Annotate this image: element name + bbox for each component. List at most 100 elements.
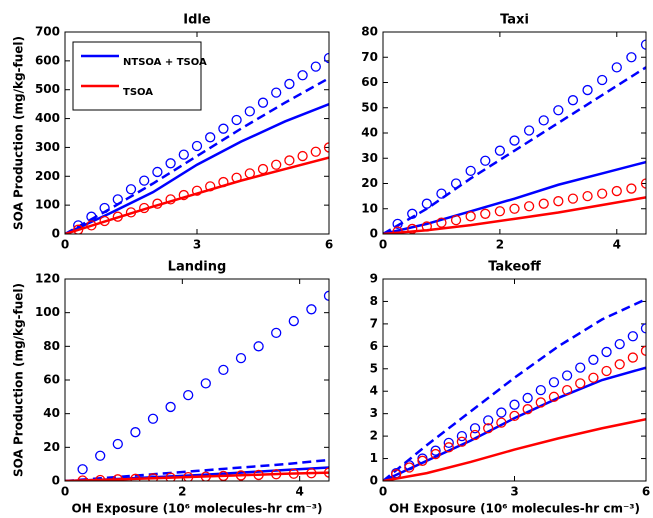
data-point [627,331,638,342]
x-axis-label: OH Exposure (10⁶ molecules-hr cm⁻³) [389,502,640,516]
y-tick-label: 70 [361,50,378,64]
y-tick-label: 300 [35,140,60,154]
data-point [601,346,612,358]
x-tick-label: 2 [178,485,186,499]
data-point [640,345,646,356]
data-line [383,298,646,481]
data-point [231,172,242,183]
x-tick-label: 4 [613,238,621,252]
data-point [611,185,622,197]
data-point [640,323,646,334]
data-line [383,66,646,234]
data-point [178,149,189,160]
y-tick-label: 3 [370,406,378,420]
data-point [271,87,282,98]
y-tick-label: 60 [43,373,60,387]
data-point [125,207,137,218]
data-point [483,423,494,434]
data-point [392,218,403,230]
data-point [538,198,549,209]
data-line [65,458,329,481]
legend-label: NTSOA + TSOA [123,57,207,68]
data-point [522,392,533,404]
panel-title: Idle [183,13,211,28]
data-point [205,132,216,143]
data-point [165,401,176,413]
data-point [430,448,441,460]
data-point [95,474,106,481]
x-tick-label: 0 [61,485,69,499]
plot-area [383,298,646,481]
data-point [421,198,432,209]
axes-frame [64,278,330,482]
data-point [522,404,533,415]
y-tick-label: 80 [43,339,60,353]
y-tick-label: 9 [370,272,378,286]
data-point [456,436,468,447]
data-point [582,190,593,202]
data-line [65,102,329,234]
data-line [383,196,646,234]
data-point [407,208,418,219]
data-point [297,70,308,81]
data-line [65,471,329,481]
data-point [523,201,535,212]
data-point [218,364,229,376]
data-point [469,423,481,434]
data-point [614,338,625,350]
y-tick-label: 700 [35,25,60,39]
data-point [597,188,608,199]
data-point [73,224,84,234]
y-tick-label: 60 [361,75,378,89]
data-line [383,160,646,234]
data-point [271,327,282,339]
data-point [139,202,150,214]
data-point [392,226,403,234]
axes-frame [64,31,330,235]
y-tick-label: 0 [52,227,60,241]
data-point [147,473,159,481]
y-tick-label: 30 [361,151,378,165]
y-tick-label: 600 [35,53,60,67]
data-point [480,208,491,219]
data-point [588,372,599,383]
data-point [535,384,546,396]
data-point [523,125,535,136]
data-point [626,52,637,63]
data-point [178,189,189,201]
data-point [626,183,637,194]
data-point [257,163,269,175]
data-point [306,304,317,315]
panel-title: Taxi [500,13,529,28]
y-tick-label: 50 [361,100,378,114]
x-tick-label: 0 [61,238,69,252]
data-point [86,220,97,231]
data-point [95,450,106,461]
plot-area [383,39,646,234]
data-point [548,391,560,402]
y-tick-label: 20 [43,440,60,454]
data-point [430,445,441,456]
data-point [297,150,308,162]
data-point [640,39,646,50]
panel-title: Takeoff [488,260,541,275]
plot-area [65,290,329,481]
data-point [640,178,646,189]
data-point [443,442,454,453]
y-tick-label: 8 [370,294,378,308]
panel-title: Landing [168,260,227,275]
legend-label: TSOA [123,87,153,98]
data-point [125,184,137,195]
data-point [553,196,564,207]
data-point [597,74,608,86]
x-tick-label: 0 [379,485,387,499]
data-point [323,52,329,64]
y-tick-label: 10 [361,201,378,215]
data-point [323,290,329,301]
data-point [112,194,123,205]
data-point [443,437,454,448]
x-tick-label: 4 [295,485,303,499]
data-point [436,217,447,228]
x-tick-label: 0 [379,238,387,252]
